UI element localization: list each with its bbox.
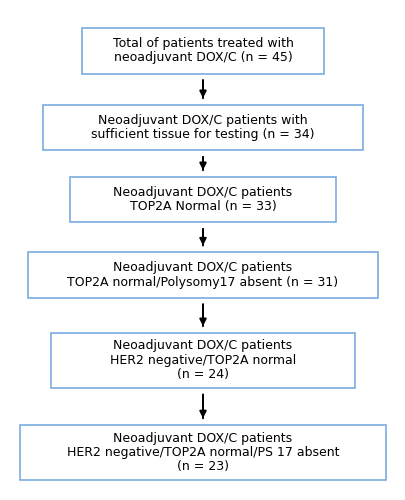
Text: Neoadjuvant DOX/C patients with: Neoadjuvant DOX/C patients with bbox=[98, 114, 307, 127]
Text: TOP2A Normal (n = 33): TOP2A Normal (n = 33) bbox=[129, 200, 276, 213]
FancyBboxPatch shape bbox=[82, 28, 323, 74]
Text: HER2 negative/TOP2A normal: HER2 negative/TOP2A normal bbox=[110, 354, 295, 367]
Text: Neoadjuvant DOX/C patients: Neoadjuvant DOX/C patients bbox=[113, 262, 292, 274]
Text: neoadjuvant DOX/C (n = 45): neoadjuvant DOX/C (n = 45) bbox=[113, 52, 292, 64]
FancyBboxPatch shape bbox=[43, 105, 362, 150]
Text: (n = 23): (n = 23) bbox=[177, 460, 228, 473]
FancyBboxPatch shape bbox=[70, 177, 335, 222]
Text: (n = 24): (n = 24) bbox=[177, 368, 228, 382]
Text: sufficient tissue for testing (n = 34): sufficient tissue for testing (n = 34) bbox=[91, 128, 314, 141]
FancyBboxPatch shape bbox=[28, 252, 377, 298]
Text: Neoadjuvant DOX/C patients: Neoadjuvant DOX/C patients bbox=[113, 340, 292, 352]
Text: Neoadjuvant DOX/C patients: Neoadjuvant DOX/C patients bbox=[113, 186, 292, 199]
FancyBboxPatch shape bbox=[20, 425, 385, 480]
Text: HER2 negative/TOP2A normal/PS 17 absent: HER2 negative/TOP2A normal/PS 17 absent bbox=[66, 446, 339, 459]
Text: Neoadjuvant DOX/C patients: Neoadjuvant DOX/C patients bbox=[113, 432, 292, 444]
FancyBboxPatch shape bbox=[51, 333, 354, 388]
Text: Total of patients treated with: Total of patients treated with bbox=[112, 37, 293, 50]
Text: TOP2A normal/Polysomy17 absent (n = 31): TOP2A normal/Polysomy17 absent (n = 31) bbox=[67, 276, 338, 288]
